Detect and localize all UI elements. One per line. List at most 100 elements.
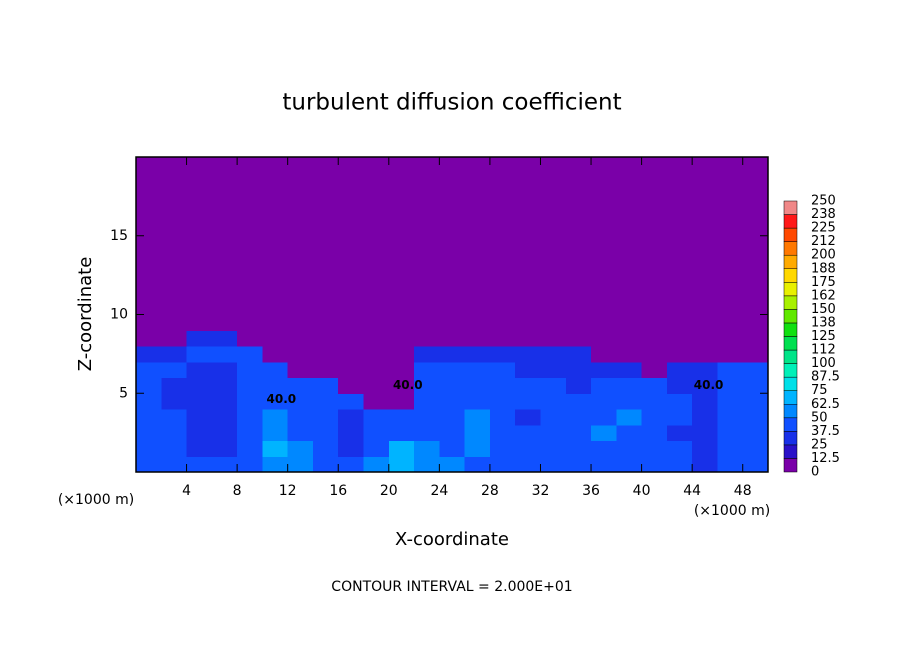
field-cell: [464, 283, 491, 300]
field-cell: [262, 204, 289, 221]
field-cell: [742, 314, 769, 331]
footer-note: CONTOUR INTERVAL = 2.000E+01: [331, 579, 572, 595]
field-cell: [414, 346, 440, 363]
field-cell: [262, 424, 289, 441]
field-cell: [186, 251, 213, 268]
contour-label: 40.0: [694, 378, 724, 392]
field-cell: [565, 346, 592, 363]
field-cell: [161, 267, 188, 284]
field-cell: [211, 267, 238, 284]
field-cell: [237, 267, 263, 284]
field-cell: [312, 377, 339, 394]
field-cell: [540, 424, 567, 441]
field-cell: [338, 157, 365, 174]
field-cell: [439, 440, 466, 457]
field-cell: [439, 251, 466, 268]
field-cell: [515, 283, 541, 300]
field-cell: [363, 172, 390, 189]
field-cell: [161, 393, 188, 410]
field-cell: [312, 440, 339, 457]
field-cell: [565, 361, 592, 378]
colorbar-band: [783, 376, 798, 391]
field-cell: [338, 267, 365, 284]
field-cell: [717, 456, 744, 473]
field-cell: [591, 393, 617, 410]
field-cell: [414, 361, 440, 378]
field-cell: [616, 377, 643, 394]
field-cell: [211, 172, 238, 189]
field-cell: [666, 298, 693, 315]
field-cell: [666, 456, 693, 473]
field-cell: [262, 456, 289, 473]
field-cell: [363, 235, 390, 252]
colorbar-band: [783, 431, 798, 446]
field-cell: [136, 267, 162, 284]
field-cell: [616, 393, 643, 410]
field-cell: [489, 188, 516, 205]
field-cell: [338, 424, 365, 441]
field-cell: [742, 235, 769, 252]
field-cell: [287, 377, 314, 394]
field-cell: [692, 283, 718, 300]
field-cell: [717, 377, 744, 394]
field-cell: [287, 283, 314, 300]
field-cell: [540, 157, 567, 174]
colorbar-band: [783, 214, 798, 229]
field-cell: [540, 456, 567, 473]
field-cell: [742, 283, 769, 300]
field-cell: [237, 361, 263, 378]
field-cell: [211, 440, 238, 457]
field-cell: [540, 204, 567, 221]
field-cell: [136, 188, 162, 205]
field-cell: [388, 314, 415, 331]
field-cell: [186, 346, 213, 363]
field-cell: [591, 172, 617, 189]
field-cell: [515, 424, 541, 441]
field-cell: [616, 157, 643, 174]
field-cell: [616, 440, 643, 457]
colorbar-band: [783, 404, 798, 419]
field-cell: [489, 157, 516, 174]
field-cell: [262, 346, 289, 363]
field-cell: [312, 314, 339, 331]
colorbar-band: [783, 254, 798, 269]
field-cell: [211, 298, 238, 315]
field-cell: [136, 220, 162, 237]
field-cell: [262, 440, 289, 457]
field-cell: [136, 377, 162, 394]
field-cell: [338, 204, 365, 221]
field-cell: [136, 346, 162, 363]
field-cell: [262, 361, 289, 378]
field-cell: [540, 393, 567, 410]
x-tick-label: 32: [532, 483, 550, 499]
field-cell: [287, 314, 314, 331]
field-cell: [692, 220, 718, 237]
field-cell: [591, 188, 617, 205]
field-cell: [591, 440, 617, 457]
field-cell: [692, 267, 718, 284]
field-cell: [287, 424, 314, 441]
field-cell: [439, 330, 466, 347]
field-cell: [312, 204, 339, 221]
field-cell: [186, 235, 213, 252]
field-cell: [565, 220, 592, 237]
field-cell: [136, 440, 162, 457]
field-cell: [262, 267, 289, 284]
field-cell: [565, 377, 592, 394]
field-cell: [565, 283, 592, 300]
field-cell: [616, 235, 643, 252]
field-cell: [565, 172, 592, 189]
field-cell: [591, 157, 617, 174]
field-cell: [312, 172, 339, 189]
colorbar-band: [783, 349, 798, 364]
field-cell: [439, 267, 466, 284]
field-cell: [186, 409, 213, 426]
field-cell: [489, 314, 516, 331]
field-cell: [136, 235, 162, 252]
colorbar-band: [783, 241, 798, 256]
field-cell: [489, 172, 516, 189]
field-cell: [312, 393, 339, 410]
field-cell: [136, 157, 162, 174]
field-cell: [692, 314, 718, 331]
field-cell: [211, 393, 238, 410]
